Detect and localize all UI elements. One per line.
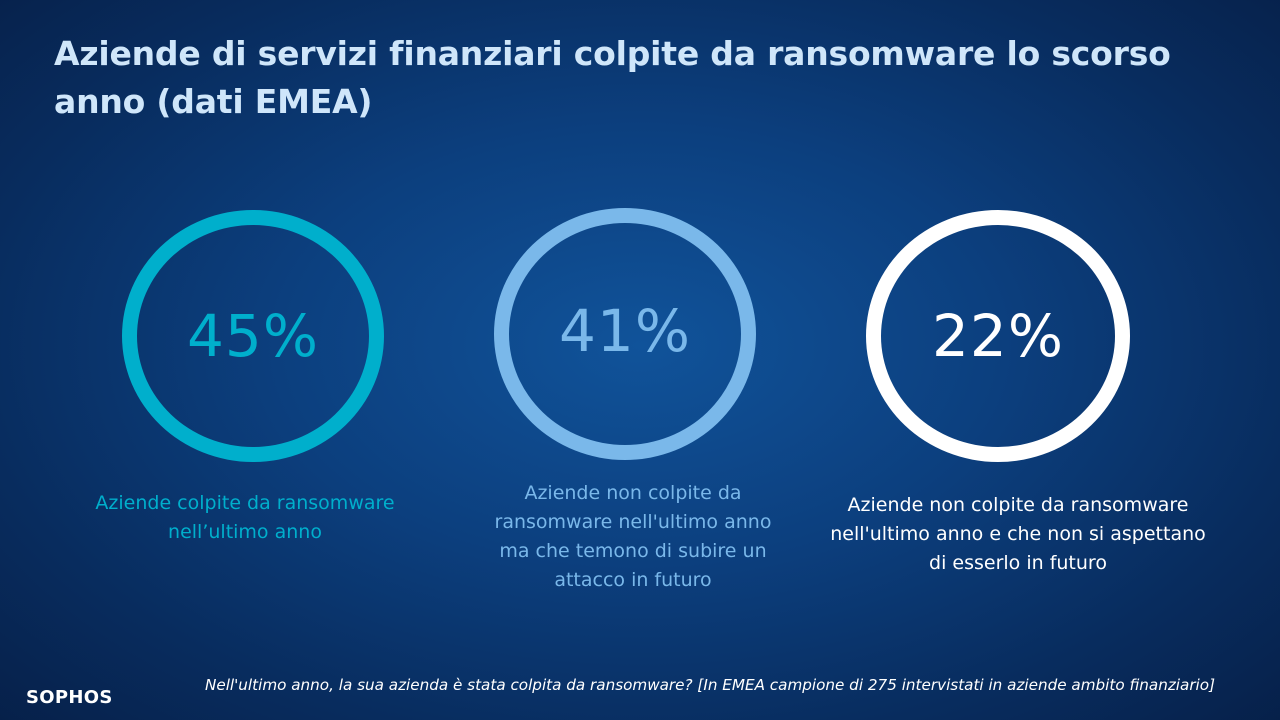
stat-value-affected: 45% xyxy=(187,302,319,370)
stat-ring-not-affected-fearful: 41% xyxy=(494,208,756,460)
survey-footnote: Nell'ultimo anno, la sua azienda è stata… xyxy=(204,676,1215,694)
stat-value-not-affected-fearful: 41% xyxy=(559,297,691,365)
stat-caption-not-affected-fearful: Aziende non colpite da ransomware nell'u… xyxy=(494,482,772,591)
sophos-logo: SOPHOS xyxy=(26,687,113,708)
stat-ring-affected: 45% xyxy=(122,210,384,462)
stat-ring-not-affected-unconcerned: 22% xyxy=(866,210,1130,462)
stat-caption-not-affected-unconcerned: Aziende non colpite da ransomware nell'u… xyxy=(830,494,1206,574)
stat-caption-affected: Aziende colpite da ransomware nell’ultim… xyxy=(95,492,395,543)
stat-value-not-affected-unconcerned: 22% xyxy=(932,302,1064,370)
slide-title: Aziende di servizi finanziari colpite da… xyxy=(54,34,1171,121)
